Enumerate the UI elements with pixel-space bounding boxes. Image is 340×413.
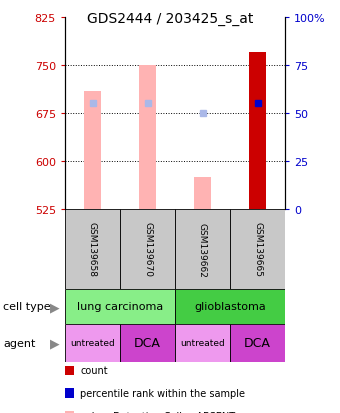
Text: ▶: ▶: [50, 300, 60, 313]
Text: GSM139658: GSM139658: [88, 222, 97, 277]
Bar: [249, 53, 266, 209]
Bar: [230, 324, 285, 362]
Bar: [120, 324, 175, 362]
Bar: [175, 209, 230, 289]
Text: count: count: [80, 366, 108, 375]
Text: ▶: ▶: [50, 337, 60, 350]
Bar: [139, 66, 156, 209]
Bar: [194, 178, 211, 209]
Text: GSM139662: GSM139662: [198, 222, 207, 277]
Text: value, Detection Call = ABSENT: value, Detection Call = ABSENT: [80, 411, 235, 413]
Text: GSM139670: GSM139670: [143, 222, 152, 277]
Text: glioblastoma: glioblastoma: [194, 302, 266, 312]
Bar: [175, 289, 285, 324]
Bar: [65, 289, 175, 324]
Bar: [65, 209, 120, 289]
Text: DCA: DCA: [134, 337, 161, 350]
Bar: [65, 324, 120, 362]
Bar: [175, 324, 230, 362]
Text: cell type: cell type: [3, 302, 51, 312]
Bar: [120, 209, 175, 289]
Text: untreated: untreated: [180, 339, 225, 348]
Text: agent: agent: [3, 338, 36, 348]
Text: GSM139665: GSM139665: [253, 222, 262, 277]
Text: GDS2444 / 203425_s_at: GDS2444 / 203425_s_at: [87, 12, 253, 26]
Bar: [230, 209, 285, 289]
Text: lung carcinoma: lung carcinoma: [77, 302, 163, 312]
Text: percentile rank within the sample: percentile rank within the sample: [80, 388, 245, 398]
Text: DCA: DCA: [244, 337, 271, 350]
Bar: [84, 91, 101, 209]
Text: untreated: untreated: [70, 339, 115, 348]
